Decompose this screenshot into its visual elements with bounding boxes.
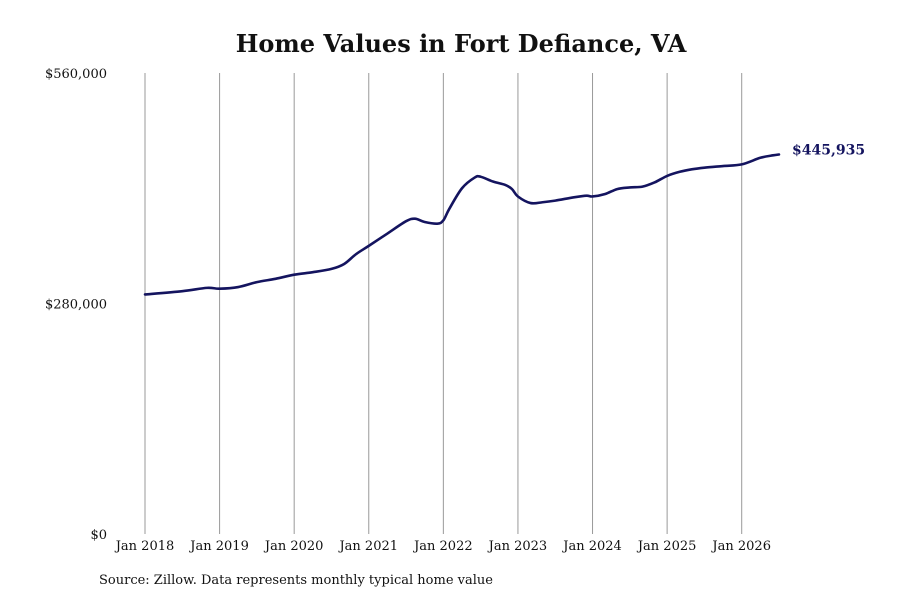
x-tick-label: Jan 2025 xyxy=(636,539,697,554)
x-tick-label: Jan 2020 xyxy=(263,539,324,554)
x-tick-label: Jan 2026 xyxy=(710,539,771,554)
y-tick-label: $280,000 xyxy=(45,298,107,313)
series-layer: $445,935 xyxy=(143,142,865,296)
end-value-label: $445,935 xyxy=(792,142,865,158)
x-tick-label: Jan 2019 xyxy=(188,539,249,554)
series-line-0 xyxy=(143,153,781,296)
x-tick-label: Jan 2024 xyxy=(561,539,622,554)
x-tick-label: Jan 2018 xyxy=(114,539,175,554)
source-note: Source: Zillow. Data represents monthly … xyxy=(99,573,493,588)
gridlines xyxy=(144,73,743,534)
chart-title: Home Values in Fort Defiance, VA xyxy=(236,29,687,58)
y-axis-ticks: $560,000 $280,000 $0 xyxy=(45,67,107,543)
x-tick-label: Jan 2023 xyxy=(487,539,548,554)
x-tick-label: Jan 2021 xyxy=(337,539,398,554)
y-tick-label: $0 xyxy=(90,528,107,543)
x-tick-label: Jan 2022 xyxy=(412,539,473,554)
y-tick-label: $560,000 xyxy=(45,67,107,82)
x-axis-ticks: Jan 2018 Jan 2019 Jan 2020 Jan 2021 Jan 2022… xyxy=(114,539,771,554)
